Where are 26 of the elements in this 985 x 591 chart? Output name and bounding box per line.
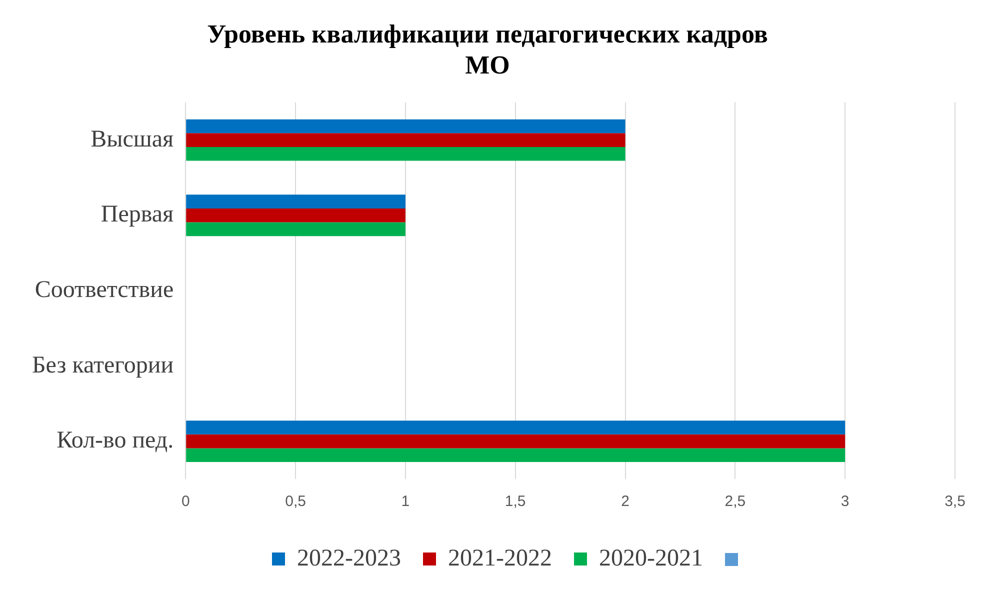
chart-title: Уровень квалификации педагогических кадров МО	[207, 19, 768, 80]
bar	[186, 208, 406, 222]
x-tick-label: 0	[181, 493, 190, 510]
bar	[186, 222, 406, 236]
y-tick-label: Высшая	[90, 126, 174, 152]
legend-label: 2022-2023	[297, 545, 402, 572]
x-tick-label: 3	[840, 493, 850, 510]
bar	[186, 434, 846, 448]
y-tick-label: Соответствие	[34, 276, 174, 303]
x-tick-label: 3,5	[944, 493, 966, 510]
x-tick-label: 2	[621, 493, 630, 510]
bar	[186, 448, 846, 462]
bar	[186, 119, 626, 134]
x-tick-label: 1,5	[504, 493, 526, 510]
legend-label: 2021-2022	[448, 545, 552, 572]
y-tick-label: Первая	[100, 202, 174, 228]
bar	[186, 420, 846, 434]
bar	[186, 133, 626, 147]
x-tick-label: 0,5	[285, 493, 306, 510]
bar	[186, 146, 626, 161]
x-tick-label: 2,5	[724, 493, 746, 510]
x-tick-label: 1	[401, 493, 410, 510]
y-tick-label: Кол-во пед.	[56, 428, 174, 454]
legend-label: 2020-2021	[598, 545, 703, 572]
y-tick-label: Без категории	[32, 352, 174, 378]
bar	[186, 194, 406, 208]
